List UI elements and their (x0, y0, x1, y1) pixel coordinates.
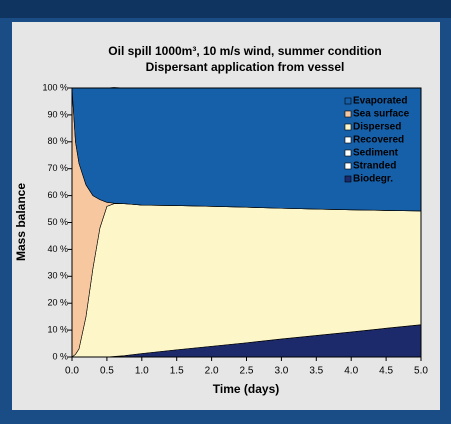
legend-swatch (344, 123, 352, 131)
x-tick-label: 5.0 (414, 366, 428, 377)
legend-label: Stranded (353, 161, 396, 172)
x-axis-label: Time (days) (213, 382, 279, 396)
top-band (0, 0, 451, 18)
x-tick-label: 0.5 (100, 366, 114, 377)
legend-label: Sediment (353, 148, 399, 159)
legend-swatch (344, 162, 352, 170)
y-tick-label: 0 % (52, 351, 68, 361)
y-tick-label: 10 % (47, 324, 68, 334)
x-tick-label: 3.0 (274, 366, 288, 377)
legend-label: Evaporated (353, 96, 407, 107)
y-tick-label: 20 % (47, 298, 68, 308)
x-tick-label: 2.5 (240, 366, 254, 377)
x-tick-label: 2.0 (205, 366, 219, 377)
y-tick-label: 80 % (47, 136, 68, 146)
x-tick-label: 1.5 (170, 366, 184, 377)
legend-swatch (344, 175, 352, 183)
legend-label: Dispersed (353, 122, 401, 133)
legend-label: Biodegr. (353, 174, 393, 185)
legend-swatch (344, 136, 352, 144)
legend-swatch (344, 110, 352, 118)
chart-subtitle: Dispersant application from vessel (146, 60, 345, 74)
legend-label: Sea surface (353, 109, 410, 120)
chart-title: Oil spill 1000m³, 10 m/s wind, summer co… (108, 44, 381, 58)
x-tick-label: 0.0 (65, 366, 79, 377)
x-tick-label: 1.0 (135, 366, 149, 377)
y-tick-label: 30 % (47, 271, 68, 281)
y-tick-label: 50 % (47, 217, 68, 227)
y-tick-label: 70 % (47, 163, 68, 173)
legend-swatch (344, 97, 352, 105)
legend-label: Recovered (353, 135, 404, 146)
y-tick-label: 90 % (47, 109, 68, 119)
x-tick-label: 4.0 (344, 366, 358, 377)
y-axis-label: Mass balance (14, 183, 28, 261)
y-tick-label: 60 % (47, 190, 68, 200)
x-tick-label: 4.5 (379, 366, 393, 377)
y-tick-label: 40 % (47, 244, 68, 254)
legend-swatch (344, 149, 352, 157)
x-tick-label: 3.5 (309, 366, 323, 377)
y-tick-label: 100 % (42, 82, 68, 92)
